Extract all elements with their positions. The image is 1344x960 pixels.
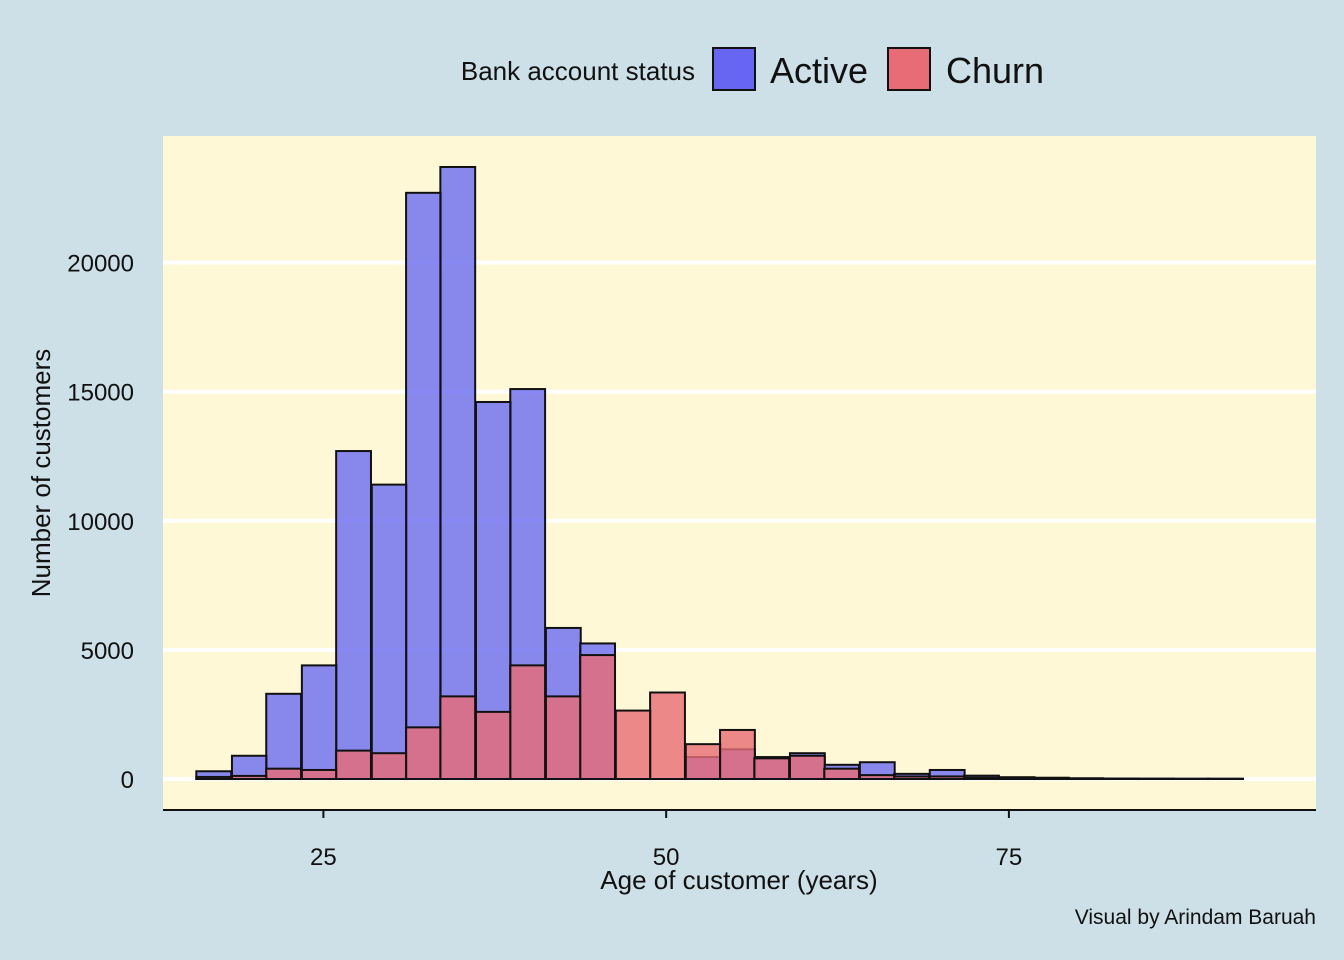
bar-churn-5 [370, 752, 408, 781]
bar-churn-16 [753, 757, 791, 781]
y-axis-ticks: 0 5000 10000 15000 20000 [67, 251, 134, 794]
y-axis-title: Number of customers [26, 349, 56, 598]
y-tick-label: 5000 [81, 638, 134, 665]
bar-active-5 [370, 483, 408, 781]
y-tick-label: 20000 [67, 251, 134, 278]
legend-swatch-churn [887, 47, 931, 91]
bar-churn-4 [335, 749, 372, 781]
bar-churn-20 [893, 775, 930, 781]
legend-title: Bank account status [461, 56, 695, 86]
bar-churn-22 [963, 776, 1000, 781]
x-axis-ticks: 25 50 75 [310, 810, 1022, 871]
x-axis-title: Age of customer (years) [600, 865, 877, 895]
x-tick-label: 25 [310, 844, 337, 871]
bar-churn-3 [300, 768, 338, 781]
bar-active-3 [300, 664, 338, 781]
bar-churn-10 [544, 695, 582, 781]
bar-active-6 [405, 191, 442, 781]
x-tick-label: 75 [996, 844, 1023, 871]
bar-churn-12 [614, 709, 652, 781]
bar-churn-11 [579, 654, 617, 781]
bar-churn-8 [474, 710, 512, 781]
bar-active-7 [439, 165, 477, 781]
bar-churn-17 [788, 754, 826, 781]
bar-churn-25 [1067, 777, 1105, 781]
legend-label-active: Active [770, 50, 868, 91]
bar-churn-19 [858, 774, 896, 781]
churn-bars [195, 654, 1244, 781]
y-tick-label: 15000 [67, 380, 134, 407]
bar-churn-18 [823, 767, 861, 781]
legend-swatch-active [712, 47, 756, 91]
bar-churn-23 [998, 777, 1036, 781]
y-tick-label: 10000 [67, 509, 134, 536]
bar-churn-15 [719, 728, 756, 781]
bar-churn-2 [265, 767, 303, 781]
bar-churn-9 [509, 664, 547, 781]
bar-active-2 [265, 692, 303, 781]
bar-churn-14 [684, 743, 722, 781]
x-tick-label: 50 [653, 844, 680, 871]
bar-active-4 [335, 450, 372, 781]
bar-churn-0 [195, 775, 233, 781]
caption: Visual by Arindam Baruah [1075, 906, 1316, 929]
bar-churn-13 [649, 691, 686, 781]
bar-churn-7 [439, 695, 477, 781]
bar-churn-21 [928, 775, 966, 781]
bar-churn-1 [230, 774, 268, 781]
bar-churn-24 [1032, 777, 1070, 781]
y-tick-label: 0 [121, 767, 134, 794]
legend-label-churn: Churn [946, 50, 1044, 91]
legend: Bank account status Active Churn [461, 47, 1044, 91]
bar-churn-6 [405, 726, 442, 781]
